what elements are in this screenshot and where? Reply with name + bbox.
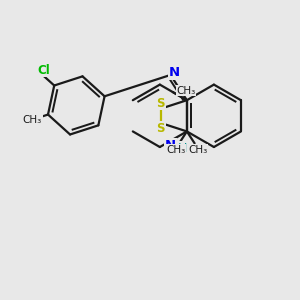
Text: CH₃: CH₃ bbox=[23, 115, 42, 124]
Text: CH₃: CH₃ bbox=[176, 85, 196, 96]
Text: Cl: Cl bbox=[38, 64, 50, 77]
Text: S: S bbox=[157, 122, 165, 135]
Text: CH₃: CH₃ bbox=[188, 145, 208, 155]
Text: N: N bbox=[165, 139, 176, 152]
Text: CH₃: CH₃ bbox=[166, 145, 185, 155]
Text: N: N bbox=[169, 66, 180, 79]
Text: H: H bbox=[178, 142, 187, 155]
Text: S: S bbox=[157, 97, 165, 110]
